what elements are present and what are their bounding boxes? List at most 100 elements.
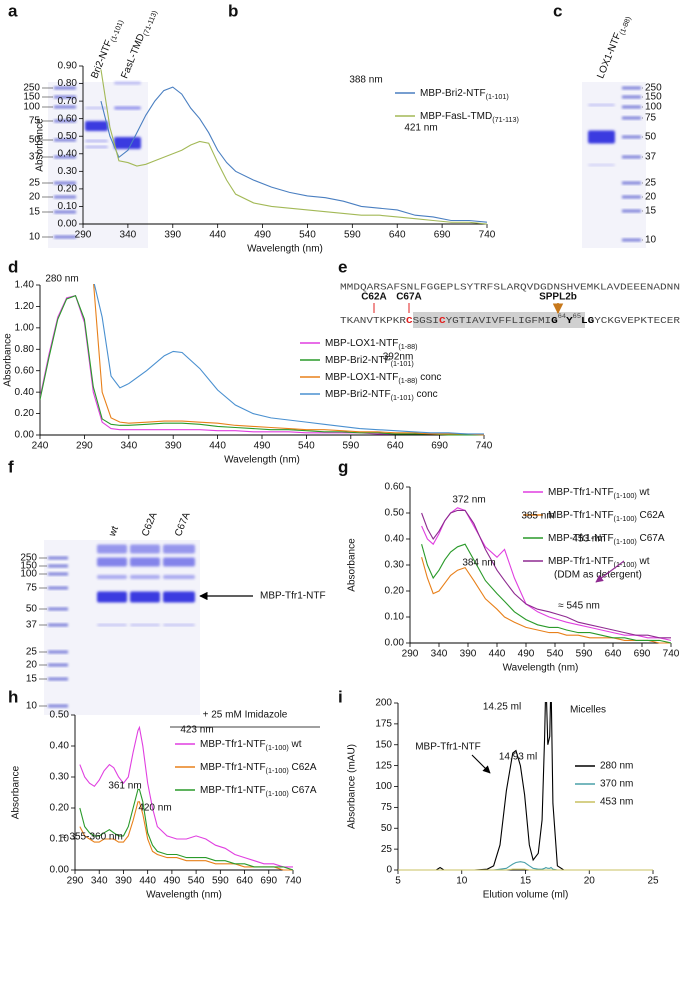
x-tick-label: 640 xyxy=(236,876,253,887)
y-tick-label: 0.00 xyxy=(50,865,70,876)
x-tick-label: 490 xyxy=(164,876,181,887)
lane-label: C62A xyxy=(140,510,160,538)
marker-label: 15 xyxy=(29,207,41,218)
annotation: Micelles xyxy=(570,705,606,716)
marker-label: 25 xyxy=(645,178,657,189)
y-tick-label: 0.40 xyxy=(385,534,405,545)
x-tick-label: 390 xyxy=(164,230,181,241)
annotation: 388 nm xyxy=(349,75,382,86)
ladder-band xyxy=(48,663,68,667)
x-tick-label: 25 xyxy=(647,876,659,887)
y-axis-title: Absorbance xyxy=(3,333,14,387)
series-line xyxy=(421,509,671,639)
marker-label: 50 xyxy=(26,604,38,615)
lane-band xyxy=(85,121,108,131)
marker-label: 150 xyxy=(20,561,37,572)
series-line xyxy=(79,801,293,871)
y-tick-label: 150 xyxy=(375,739,392,750)
marker-label: 10 xyxy=(26,701,38,712)
y-tick-label: 0.20 xyxy=(58,184,78,195)
x-tick-label: 290 xyxy=(67,876,84,887)
x-tick-label: 590 xyxy=(344,230,361,241)
marker-label: 100 xyxy=(23,102,40,113)
lane-band xyxy=(97,557,127,567)
tm-highlight xyxy=(413,312,585,328)
ladder-band xyxy=(54,235,76,239)
x-tick-label: 640 xyxy=(387,441,404,452)
x-axis-title: Wavelength (nm) xyxy=(503,663,579,674)
annotation: 453 nm xyxy=(572,534,605,545)
legend-label: MBP-Bri2-NTF(1-101) xyxy=(420,88,509,102)
annotation: 361 nm xyxy=(108,781,141,792)
ladder-band xyxy=(54,210,76,214)
lane-label: C67A xyxy=(173,510,193,538)
legend-label: MBP-Tfr1-NTF(1-100) C67A xyxy=(200,785,317,799)
lane-band xyxy=(97,591,127,603)
x-tick-label: 440 xyxy=(209,230,226,241)
marker-label: 15 xyxy=(645,206,657,217)
lane-band xyxy=(130,575,160,579)
marker-label: 15 xyxy=(26,674,38,685)
x-tick-label: 15 xyxy=(520,876,532,887)
series-line xyxy=(40,295,484,436)
x-tick-label: 690 xyxy=(434,230,451,241)
lane-band xyxy=(85,107,108,109)
lane-band xyxy=(130,544,160,554)
y-tick-label: 0.30 xyxy=(58,166,78,177)
chart: 0.00 0.10 0.20 0.30 0.40 0.50 0.60 0.70 0.80 0.90… xyxy=(35,61,519,255)
ladder-band xyxy=(54,95,76,99)
panel-label: e xyxy=(338,257,347,276)
panel-label: b xyxy=(228,1,238,20)
lane-band xyxy=(97,624,127,626)
y-tick-label: 0.40 xyxy=(58,148,78,159)
x-tick-label: 590 xyxy=(212,876,229,887)
marker-label: 75 xyxy=(645,113,657,124)
legend-label: MBP-Tfr1-NTF(1-100) C67A xyxy=(548,533,665,547)
panel-label: g xyxy=(338,457,348,476)
series-line xyxy=(421,543,671,644)
legend-label: 280 nm xyxy=(600,761,633,772)
ladder-band xyxy=(54,195,76,199)
annotation: 372 nm xyxy=(452,495,485,506)
y-tick-label: 0.30 xyxy=(50,772,70,783)
ladder-band xyxy=(48,677,68,681)
lane-band xyxy=(163,624,195,626)
y-tick-label: 0.60 xyxy=(58,113,78,124)
x-axis-title: Wavelength (nm) xyxy=(224,455,300,466)
y-tick-label: 1.40 xyxy=(15,280,35,291)
legend-label: MBP-Tfr1-NTF(1-100) wt xyxy=(200,739,302,753)
y-tick-label: 0.30 xyxy=(385,560,405,571)
lane-band xyxy=(85,140,108,142)
y-tick-label: 75 xyxy=(381,802,393,813)
panel-label: d xyxy=(8,257,18,276)
lane-band xyxy=(163,544,195,554)
ladder-band xyxy=(622,238,641,242)
x-tick-label: 740 xyxy=(285,876,302,887)
ladder-band xyxy=(54,138,76,142)
seq-part: TKANVTKPKR xyxy=(340,315,406,326)
x-tick-label: 690 xyxy=(634,649,651,660)
chart: 0.00 0.10 0.20 0.30 0.40 0.50 290 340 390 440 490 5… xyxy=(11,710,320,901)
y-tick-label: 1.00 xyxy=(15,322,35,333)
legend-title: + 25 mM Imidazole xyxy=(203,710,288,721)
x-tick-label: 340 xyxy=(91,876,108,887)
x-tick-label: 290 xyxy=(75,230,92,241)
series-line xyxy=(100,86,487,223)
x-tick-label: 340 xyxy=(120,230,137,241)
y-tick-label: 0.10 xyxy=(385,612,405,623)
lane-band xyxy=(114,106,141,110)
lane-label: LOX1-NTF(1-88) xyxy=(595,13,633,81)
legend-label: MBP-Tfr1-NTF(1-100) wt xyxy=(548,487,650,501)
annotation: ≈ 355-360 nm xyxy=(61,832,123,843)
ladder-band xyxy=(48,556,68,560)
lane-band xyxy=(130,557,160,567)
x-axis-title: Wavelength (nm) xyxy=(146,890,222,901)
y-tick-label: 0.70 xyxy=(58,96,78,107)
x-tick-label: 740 xyxy=(663,649,680,660)
y-tick-label: 0.80 xyxy=(15,344,35,355)
legend-label: MBP-Bri2-NTF(1-101) conc xyxy=(325,389,438,403)
lane-band xyxy=(130,624,160,626)
y-tick-label: 0.80 xyxy=(58,78,78,89)
y-tick-label: 0.60 xyxy=(385,482,405,493)
